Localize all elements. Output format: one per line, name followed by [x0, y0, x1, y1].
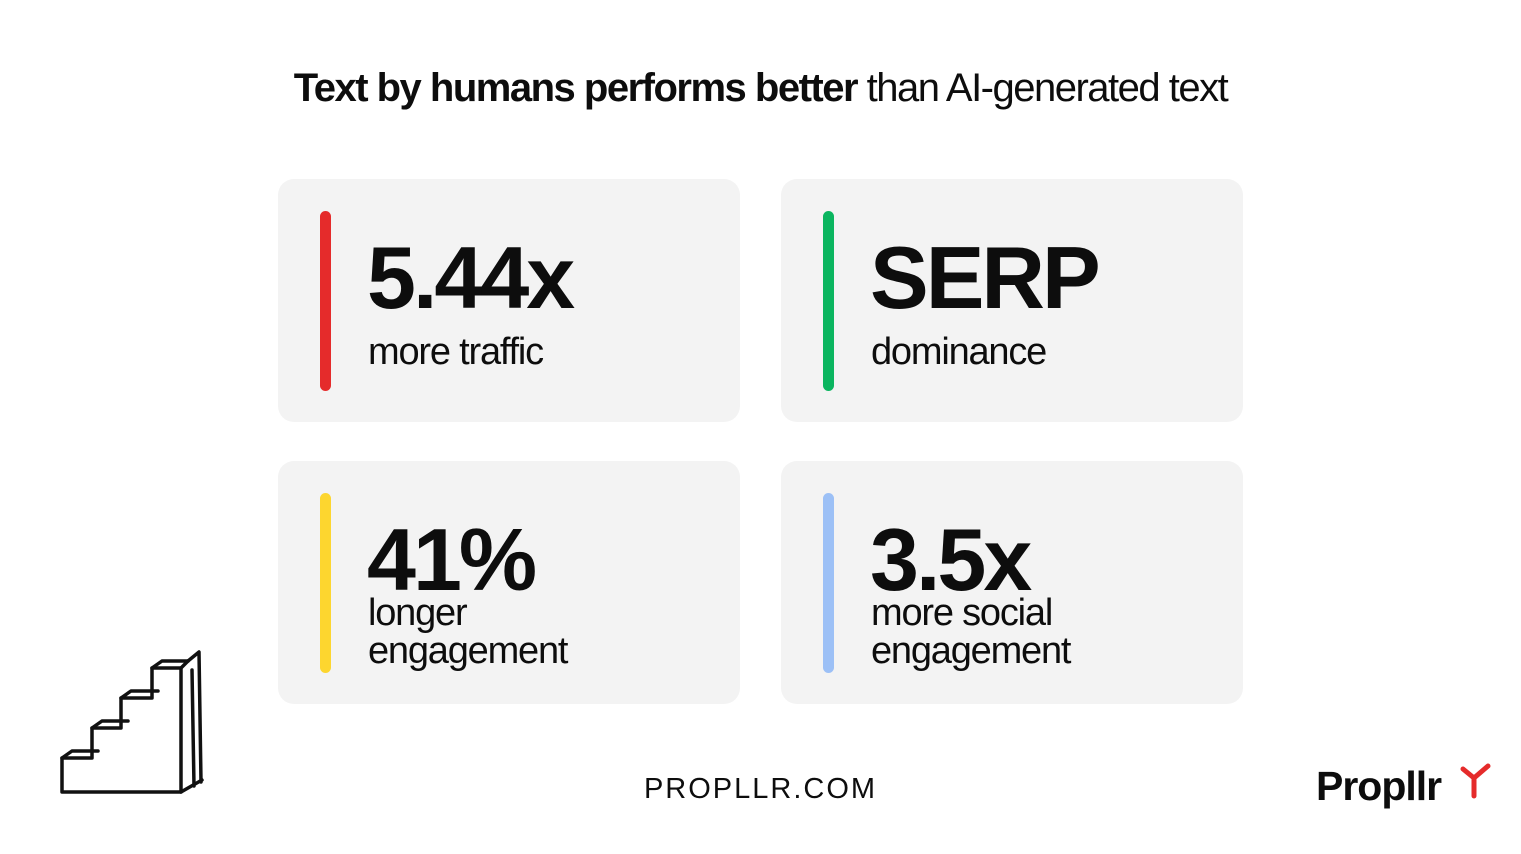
stat-label-line: more social: [871, 592, 1053, 634]
stat-label: dominance: [871, 331, 1047, 373]
accent-bar: [823, 493, 834, 673]
stat-label-line: engagement: [871, 630, 1071, 672]
stat-card-serp: SERP dominance: [781, 179, 1243, 422]
brand-logo: Propllr: [1316, 762, 1496, 818]
accent-bar: [320, 211, 331, 391]
title-light: than AI-generated text: [857, 66, 1229, 110]
stat-value: 41%: [367, 510, 537, 609]
stat-value: 3.5x: [870, 510, 1032, 609]
staircase-icon: [58, 646, 208, 803]
accent-bar: [320, 493, 331, 673]
footer-url: PROPLLR.COM: [643, 773, 878, 805]
stat-value: SERP: [870, 228, 1101, 327]
title-bold: Text by humans performs better: [293, 66, 859, 110]
stat-label: more traffic: [368, 331, 544, 373]
stat-label-line: longer: [368, 592, 468, 634]
logo-wordmark: Propllr: [1316, 763, 1442, 809]
stat-label-line: engagement: [368, 630, 568, 672]
stat-card-engagement: 41% longer engagement: [278, 461, 740, 704]
page-title: Text by humans performs better than AI-g…: [0, 66, 1521, 111]
stat-card-traffic: 5.44x more traffic: [278, 179, 740, 422]
propeller-icon: [1460, 763, 1491, 799]
stat-label: more social engagement: [871, 592, 1071, 672]
accent-bar: [823, 211, 834, 391]
stat-label: longer engagement: [368, 592, 568, 672]
stat-value: 5.44x: [367, 228, 575, 327]
stat-card-social: 3.5x more social engagement: [781, 461, 1243, 704]
